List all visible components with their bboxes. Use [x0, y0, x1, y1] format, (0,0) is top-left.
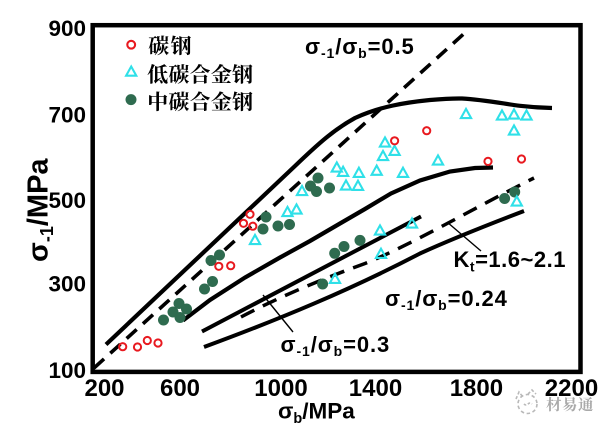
svg-text:900: 900	[48, 16, 86, 41]
svg-text:1400: 1400	[349, 375, 402, 402]
svg-text:1800: 1800	[450, 375, 503, 402]
svg-text:1000: 1000	[254, 375, 307, 402]
svg-text:600: 600	[160, 375, 200, 402]
svg-text:700: 700	[48, 102, 86, 127]
svg-text:2200: 2200	[545, 375, 598, 402]
svg-text:300: 300	[48, 272, 86, 297]
svg-text:100: 100	[48, 358, 86, 383]
svg-text:500: 500	[48, 188, 86, 213]
svg-text:200: 200	[84, 375, 124, 402]
svg-text:σ-1/MPa: σ-1/MPa	[23, 158, 58, 262]
svg-text:σb/MPa: σb/MPa	[278, 399, 355, 428]
